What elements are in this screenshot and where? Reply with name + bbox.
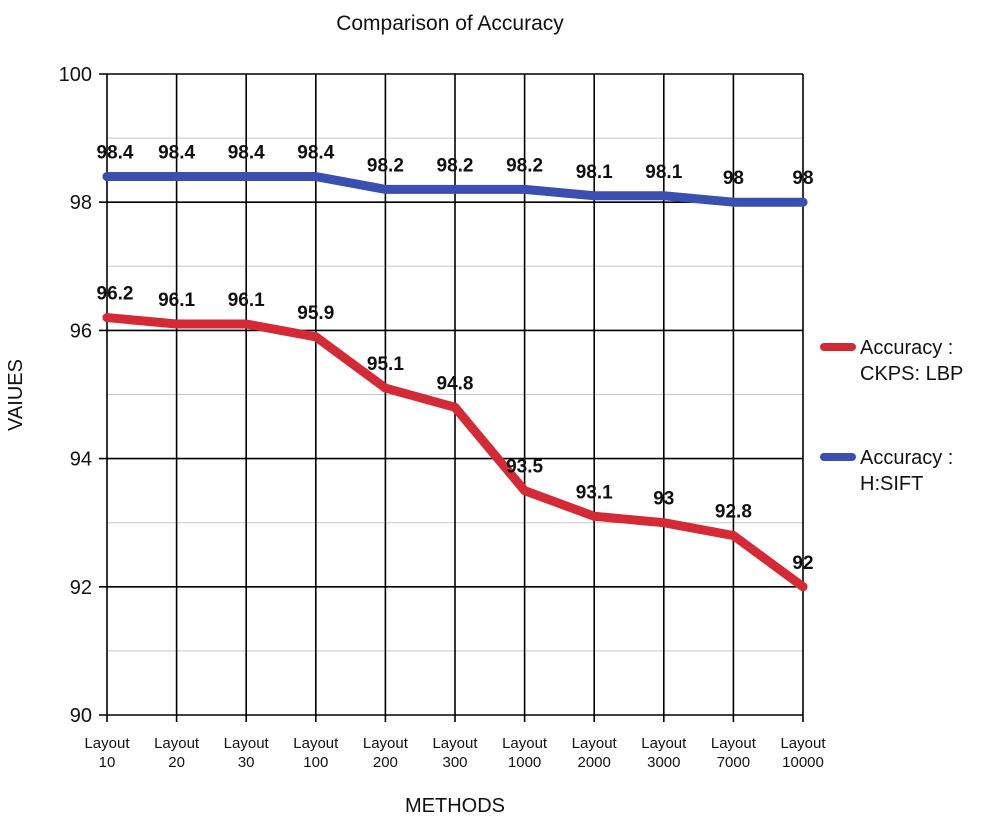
x-tick-label-line: 20	[168, 754, 185, 771]
x-tick-label-line: Layout	[84, 735, 130, 752]
x-tick-label-line: Layout	[293, 735, 339, 752]
data-point	[589, 511, 599, 521]
data-point	[241, 319, 251, 329]
y-tick-label: 100	[59, 64, 92, 86]
data-point	[659, 518, 669, 528]
y-tick-label: 96	[70, 320, 92, 342]
x-tick-label: Layout 7000	[711, 735, 757, 771]
x-tick-label-line: Layout	[432, 735, 478, 752]
x-tick-label-line: 3000	[647, 754, 680, 771]
x-tick-label-line: 7000	[717, 754, 750, 771]
x-tick-label-line: 30	[238, 754, 255, 771]
data-label: 98.4	[158, 143, 195, 164]
data-label: 98	[723, 168, 744, 189]
data-label: 92	[792, 553, 813, 574]
data-point	[659, 191, 669, 201]
data-label: 98.4	[297, 143, 334, 164]
data-point	[520, 184, 530, 194]
data-label: 92.8	[715, 502, 752, 523]
x-tick-label: Layout 1000	[502, 735, 548, 771]
x-tick-label-line: Layout	[154, 735, 200, 752]
data-label: 98.2	[506, 155, 543, 176]
y-tick-label: 98	[70, 192, 92, 214]
x-tick-label-line: 100	[303, 754, 328, 771]
data-label: 98.4	[97, 143, 134, 164]
data-label: 93.1	[576, 482, 613, 503]
y-tick-label: 90	[70, 705, 92, 727]
x-tick-label: Layout 3000	[641, 735, 687, 771]
x-tick-label-line: Layout	[641, 735, 687, 752]
x-tick-label-line: Layout	[711, 735, 757, 752]
legend-label: Accuracy :	[860, 447, 953, 469]
x-tick-label-line: Layout	[780, 735, 826, 752]
data-point	[380, 184, 390, 194]
legend-label: CKPS: LBP	[860, 363, 963, 385]
data-point	[241, 172, 251, 182]
data-point	[798, 582, 808, 592]
x-tick-label: Layout 20	[154, 735, 200, 771]
data-point	[380, 383, 390, 393]
x-tick-label: Layout 10000	[780, 735, 826, 771]
x-tick-label-line: Layout	[363, 735, 409, 752]
x-tick-label-line: 1000	[508, 754, 541, 771]
data-point	[728, 197, 738, 207]
data-label: 98.1	[576, 162, 613, 183]
data-point	[728, 531, 738, 541]
y-tick-label: 92	[70, 577, 92, 599]
data-point	[172, 172, 182, 182]
data-label: 95.1	[367, 354, 404, 375]
data-point	[102, 313, 112, 323]
data-point	[172, 319, 182, 329]
x-tick-label-line: 10	[99, 754, 116, 771]
data-point	[589, 191, 599, 201]
data-label: 96.1	[228, 290, 265, 311]
data-label: 98.1	[645, 162, 682, 183]
data-label: 95.9	[297, 303, 334, 324]
data-point	[450, 184, 460, 194]
data-label: 98.2	[367, 155, 404, 176]
legend-label: H:SIFT	[860, 473, 923, 495]
x-tick-label-line: Layout	[572, 735, 618, 752]
x-axis-ticks: Layout 10 Layout 20 Layout 30 Layout 100 Layout 2…	[84, 735, 826, 771]
data-label: 98.4	[228, 143, 265, 164]
x-tick-label-line: Layout	[224, 735, 270, 752]
x-tick-label: Layout 300	[432, 735, 478, 771]
x-tick-label: Layout 10	[84, 735, 130, 771]
x-tick-label: Layout 30	[224, 735, 270, 771]
data-point	[520, 486, 530, 496]
x-tick-label-line: 2000	[578, 754, 611, 771]
data-label: 93.5	[506, 457, 543, 478]
grid	[99, 73, 804, 722]
x-tick-label-line: 300	[442, 754, 467, 771]
data-point	[798, 197, 808, 207]
x-tick-label-line: Layout	[502, 735, 548, 752]
data-point	[311, 172, 321, 182]
data-point	[450, 402, 460, 412]
legend: Accuracy : CKPS: LBP Accuracy : H:SIFT	[820, 337, 963, 495]
data-label: 94.8	[437, 373, 474, 394]
data-label: 98.2	[437, 155, 474, 176]
x-tick-label: Layout 200	[363, 735, 409, 771]
y-axis-ticks: 90 92 94 96 98 100	[59, 64, 92, 727]
data-label: 98	[792, 168, 813, 189]
data-labels: 96.2 96.1 96.1 95.9 95.1 94.8 93.5 93.1 93 92.8 92…	[97, 143, 814, 574]
chart-title: Comparison of Accuracy	[336, 12, 564, 35]
x-tick-label: Layout 2000	[572, 735, 618, 771]
x-tick-label: Layout 100	[293, 735, 339, 771]
data-label: 96.2	[97, 284, 134, 305]
data-label: 93	[653, 489, 674, 510]
x-tick-label-line: 200	[373, 754, 398, 771]
x-tick-label-line: 10000	[782, 754, 824, 771]
data-point	[311, 332, 321, 342]
data-label: 96.1	[158, 290, 195, 311]
legend-label: Accuracy :	[860, 337, 953, 359]
y-axis-title: VAIUES	[5, 359, 27, 431]
y-tick-label: 94	[70, 449, 92, 471]
data-point	[102, 172, 112, 182]
series-lines	[102, 172, 808, 592]
x-axis-title: METHODS	[405, 795, 505, 817]
